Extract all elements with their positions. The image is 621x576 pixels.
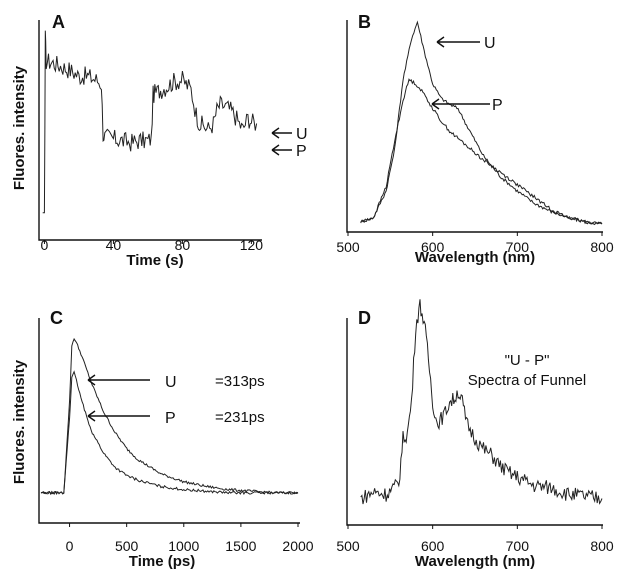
panel-d-tick-label-1: 600 — [421, 538, 445, 554]
panel-b: Wavelength (nm) 500 600 700 800 U P — [336, 20, 614, 266]
panel-b-tick-label-1: 600 — [421, 239, 445, 255]
panel-a-tick-label-0: 0 — [41, 237, 49, 253]
panel-a-tick-label-2: 80 — [175, 237, 191, 253]
panel-a-tick-label-3: 120 — [240, 237, 264, 253]
panel-a-label-p: P — [296, 143, 307, 160]
panel-d-tick-label-3: 800 — [590, 538, 614, 554]
panel-a-arrow-p — [271, 144, 292, 156]
panel-c-axes — [38, 318, 300, 524]
panel-c-arrow-p — [87, 410, 150, 422]
panel-b-axes — [346, 20, 603, 233]
panel-d-tick-label-2: 700 — [506, 538, 530, 554]
panel-c-tau-p: =231ps — [215, 409, 265, 426]
panel-c-trace-p — [40, 370, 299, 496]
panel-d-tick-label-0: 500 — [336, 538, 360, 554]
panel-c-tick-label-1: 500 — [115, 538, 139, 554]
panel-b-tick-label-3: 800 — [590, 239, 614, 255]
panel-b-xlabel: Wavelength (nm) — [415, 249, 535, 266]
panel-c-tick-label-0: 0 — [66, 538, 74, 554]
panel-c-tick-label-2: 1000 — [168, 538, 199, 554]
panel-c-label-u: U — [165, 374, 177, 391]
panel-c-trace-u — [40, 337, 299, 496]
panel-c-tau-u: =313ps — [215, 373, 265, 390]
panel-a-trace — [42, 30, 258, 214]
panel-b-tick-label-0: 500 — [336, 239, 360, 255]
panel-b-trace-p — [360, 78, 603, 226]
panel-c-ylabel: Fluores. intensity — [11, 359, 28, 484]
panel-a-ticks: 0 40 80 120 — [41, 237, 264, 253]
panel-c-arrow-u — [87, 374, 150, 386]
panel-b-arrow-u — [436, 36, 480, 48]
panel-a-axes — [38, 20, 262, 241]
panel-c-label-p: P — [165, 410, 176, 427]
panel-d-ticks: 500 600 700 800 — [336, 525, 614, 554]
panel-b-ticks: 500 600 700 800 — [336, 232, 614, 255]
panel-d-annotation-1: "U - P" — [505, 352, 550, 369]
panel-b-trace-u — [360, 20, 603, 225]
panel-a: Fluores. intensity Time (s) 0 40 80 120 U P — [11, 20, 308, 269]
panel-a-arrow-u — [271, 127, 292, 139]
panel-a-ylabel: Fluores. intensity — [11, 65, 28, 190]
panel-a-label-u: U — [296, 126, 308, 143]
panel-c: Fluores. intensity Time (ps) 0 500 1000 150… — [11, 318, 314, 570]
panel-d-annotation-2: Spectra of Funnel — [468, 372, 586, 389]
panel-b-arrow-p — [431, 98, 490, 110]
panel-d-xlabel: Wavelength (nm) — [415, 553, 535, 570]
panel-a-xlabel: Time (s) — [126, 252, 183, 269]
panel-label-c: C — [50, 308, 63, 328]
panel-a-tick-label-1: 40 — [106, 237, 122, 253]
panel-d-trace — [360, 299, 603, 505]
panel-c-ticks: 0 500 1000 1500 2000 — [66, 523, 314, 554]
panel-label-a: A — [52, 12, 65, 32]
panel-c-tick-label-3: 1500 — [225, 538, 256, 554]
panel-b-label-p: P — [492, 97, 503, 114]
panel-b-label-u: U — [484, 35, 496, 52]
panel-b-tick-label-2: 700 — [506, 239, 530, 255]
panel-label-d: D — [358, 308, 371, 328]
panel-d: Wavelength (nm) 500 600 700 800 "U - P" Spe… — [336, 299, 614, 570]
panel-label-b: B — [358, 12, 371, 32]
panel-c-xlabel: Time (ps) — [129, 553, 195, 570]
panel-c-tick-label-4: 2000 — [282, 538, 313, 554]
